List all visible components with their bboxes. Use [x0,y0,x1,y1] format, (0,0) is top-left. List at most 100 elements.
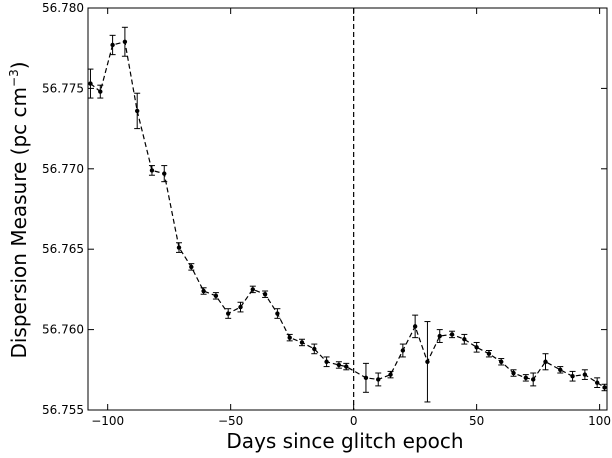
data-point [201,288,206,294]
y-tick-label: 56.780 [42,1,84,15]
data-point [336,362,342,368]
data-point [558,367,563,372]
data-point-group [387,370,394,379]
data-point-group [212,292,219,300]
x-tick-label: −50 [218,414,243,428]
data-point-group [436,329,443,343]
data-point [582,372,588,377]
data-point [312,346,317,352]
y-tick-label: 56.775 [42,81,84,95]
y-axis-label-close: ) [7,61,31,69]
data-point-group [375,372,382,387]
data-point [238,304,243,310]
y-axis-label-main: Dispersion Measure (pc cm [7,87,31,359]
data-point [262,292,268,297]
data-point [213,293,219,299]
data-point-group [530,372,537,387]
data-point-group [87,68,94,99]
data-point-group [262,290,269,298]
data-point-group [522,374,529,382]
data-point [543,359,548,364]
data-point [570,374,575,379]
plot-frame [87,7,608,411]
data-point [275,311,280,316]
data-point [511,370,516,376]
data-point [523,375,529,381]
y-axis-label: Dispersion Measure (pc cm−3) [7,61,31,358]
data-point [88,81,93,86]
data-point [462,337,467,342]
data-point [122,39,128,44]
data-point-group [335,361,342,369]
data-point-group [148,165,155,176]
data-point [134,108,140,114]
data-point-group [121,26,128,57]
data-point [531,377,536,382]
data-point-group [569,370,576,382]
data-point [474,345,479,350]
data-point [287,335,292,340]
data-point [602,385,607,390]
data-point-group [461,333,468,345]
data-point-group [323,356,330,368]
data-point-group [412,314,419,339]
data-point-group [134,92,141,130]
data-point-group [176,242,183,253]
data-point [98,89,103,94]
series-line [90,41,605,388]
data-point [412,324,418,329]
x-axis: −100 −50 0 50 100 [91,8,611,428]
data-point-group [449,330,456,339]
data-point-group [343,362,350,371]
data-point [299,340,305,345]
data-point [486,351,492,356]
y-tick-label: 56.760 [42,323,84,337]
data-point-group [237,301,244,313]
data-point [376,377,381,382]
data-point [344,364,349,369]
data-point-group [485,350,492,358]
data-point [499,359,504,364]
data-point-group [311,343,318,355]
data-point [594,380,600,385]
data-point-group [594,377,601,388]
y-tick-label: 56.755 [42,403,84,417]
data-point-group [225,308,232,319]
data-point [388,372,393,377]
data-point-group [249,285,256,294]
y-tick-label: 56.770 [42,162,84,176]
data-point [425,359,430,364]
data-point-group [399,343,406,358]
data-point-group [109,34,116,56]
data-point-group [161,165,168,183]
data-point [189,264,194,270]
plot-area [87,7,608,411]
data-point-group [581,369,588,380]
data-point-group [424,321,431,403]
data-point-group [274,308,281,319]
x-tick-label: 0 [350,414,358,428]
data-point-group [97,84,104,99]
data-point [400,348,406,353]
data-point [226,311,231,316]
data-point-group [298,338,305,347]
x-tick-label: 100 [588,414,611,428]
data-point-group [498,358,505,366]
y-tick-label: 56.765 [42,242,84,256]
data-point-group [200,287,207,295]
data-point [149,168,155,173]
data-point [437,333,442,339]
data-point [324,359,329,364]
data-point [449,332,455,337]
y-axis: 56.755 56.760 56.765 56.770 56.775 56.780 [42,1,607,417]
data-point-group [188,263,195,271]
data-point-group [473,341,480,353]
x-axis-label: Days since glitch epoch [226,429,463,453]
data-point [363,375,369,381]
data-point [162,171,167,176]
data-point-group [557,366,564,374]
data-point [110,42,115,48]
data-point-group [362,362,369,393]
